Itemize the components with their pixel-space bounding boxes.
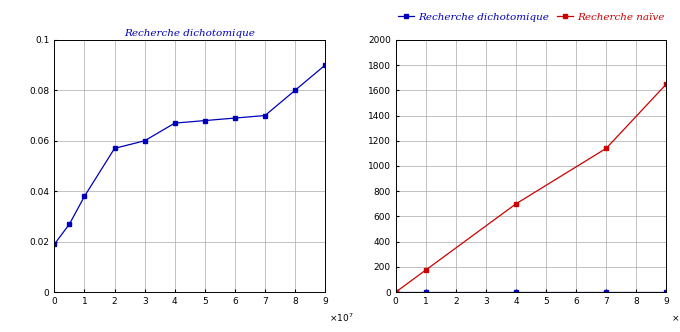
Recherche dichotomique (392, 290, 400, 294)
Recherche naïve (392, 290, 400, 294)
Title: Recherche dichotomique: Recherche dichotomique (124, 29, 255, 38)
Recherche naïve (662, 82, 670, 86)
Recherche dichotomique (662, 290, 670, 294)
Recherche dichotomique (422, 290, 430, 294)
Text: $\times10^7$: $\times10^7$ (670, 312, 680, 324)
Line: Recherche naïve: Recherche naïve (394, 82, 668, 294)
Recherche naïve (512, 202, 520, 206)
Recherche dichotomique (512, 290, 520, 294)
Recherche naïve (602, 146, 611, 150)
Recherche naïve (422, 268, 430, 272)
Legend: Recherche dichotomique, Recherche naïve: Recherche dichotomique, Recherche naïve (398, 12, 664, 22)
Line: Recherche dichotomique: Recherche dichotomique (394, 290, 668, 294)
Text: $\times10^7$: $\times10^7$ (329, 312, 354, 324)
Recherche dichotomique (602, 290, 611, 294)
